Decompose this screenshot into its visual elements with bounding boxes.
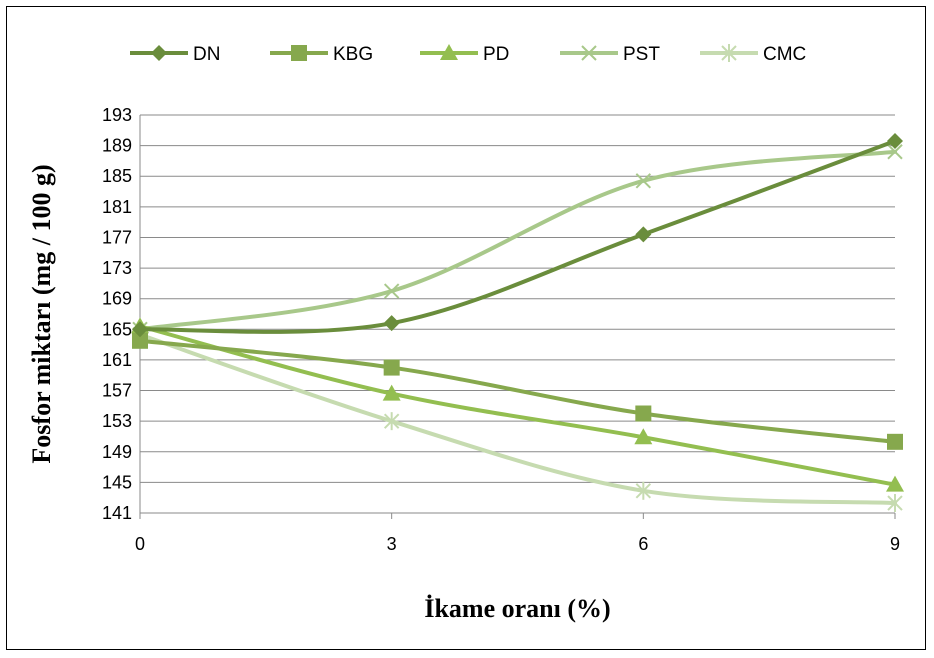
data-point-kbg-6 xyxy=(635,405,652,422)
y-tick-label: 181 xyxy=(102,197,132,217)
y-tick-label: 189 xyxy=(102,136,132,156)
data-point-kbg-3 xyxy=(383,359,400,376)
data-point-dn-0 xyxy=(132,321,148,338)
legend-item-pst: PST xyxy=(560,44,660,65)
marker-stroke xyxy=(581,45,597,61)
legend-item-kbg: KBG xyxy=(270,44,373,65)
x-axis-title: İkame oranı (%) xyxy=(424,594,610,623)
data-point-pst-6 xyxy=(635,173,652,189)
legend-marker-dn xyxy=(151,45,167,61)
data-point-cmc-6 xyxy=(635,481,652,500)
legend-marker-pd xyxy=(440,44,458,60)
data-point-cmc-3 xyxy=(383,412,400,431)
legend-label-dn: DN xyxy=(193,44,220,65)
series-layer xyxy=(131,133,904,513)
y-tick-label: 161 xyxy=(102,350,132,370)
legend-label-kbg: KBG xyxy=(333,44,373,65)
marker-stroke xyxy=(383,283,400,299)
marker-stroke xyxy=(887,144,903,160)
axes: 141 145 149 153 157 161 165 169 173 177 181 185 189 1… xyxy=(102,105,900,554)
series-line-cmc xyxy=(138,332,897,506)
legend-item-dn: DN xyxy=(130,44,220,65)
x-tick-label: 0 xyxy=(135,534,145,554)
data-point-pst-3 xyxy=(383,283,400,299)
data-point-kbg-9 xyxy=(887,433,903,450)
y-tick-label: 173 xyxy=(102,258,132,278)
y-tick-label: 165 xyxy=(102,319,132,339)
y-tick-label: 185 xyxy=(102,166,132,186)
series-line-dn xyxy=(138,139,897,334)
series-line-kbg xyxy=(138,338,897,444)
legend-label-pd: PD xyxy=(483,44,509,65)
data-point-pd-9 xyxy=(886,475,904,492)
legend-item-cmc: CMC xyxy=(700,44,806,65)
y-tick-label: 157 xyxy=(102,381,132,401)
y-tick-label: 169 xyxy=(102,289,132,309)
data-point-kbg-0 xyxy=(132,332,148,349)
legend-label-cmc: CMC xyxy=(763,44,806,65)
data-point-pd-3 xyxy=(382,384,401,401)
legend-label-pst: PST xyxy=(623,44,660,65)
y-tick-label: 153 xyxy=(102,411,132,431)
legend: DN KBG PD PST CMC xyxy=(130,44,806,65)
legend-marker-pst xyxy=(581,45,597,61)
legend-marker-kbg xyxy=(291,45,307,61)
data-point-dn-3 xyxy=(383,315,400,332)
y-tick-label: 193 xyxy=(102,105,132,125)
legend-item-pd: PD xyxy=(420,44,509,65)
x-tick-label: 3 xyxy=(387,534,397,554)
data-point-cmc-9 xyxy=(887,494,903,513)
data-point-dn-6 xyxy=(635,226,652,243)
y-tick-label: 177 xyxy=(102,227,132,247)
data-point-pd-6 xyxy=(634,428,653,445)
series-line-pst xyxy=(138,149,897,332)
series-line-pd xyxy=(138,324,897,487)
y-axis-title: Fosfor miktarı (mg / 100 g) xyxy=(27,164,56,463)
marker-stroke xyxy=(635,173,652,189)
y-tick-label: 141 xyxy=(102,503,132,523)
legend-marker-cmc xyxy=(721,44,737,62)
x-tick-label: 6 xyxy=(638,534,648,554)
data-point-pst-9 xyxy=(887,144,903,160)
data-point-dn-9 xyxy=(887,133,903,150)
y-tick-label: 145 xyxy=(102,472,132,492)
gridlines xyxy=(140,114,895,514)
x-tick-label: 9 xyxy=(890,534,900,554)
y-tick-label: 149 xyxy=(102,442,132,462)
